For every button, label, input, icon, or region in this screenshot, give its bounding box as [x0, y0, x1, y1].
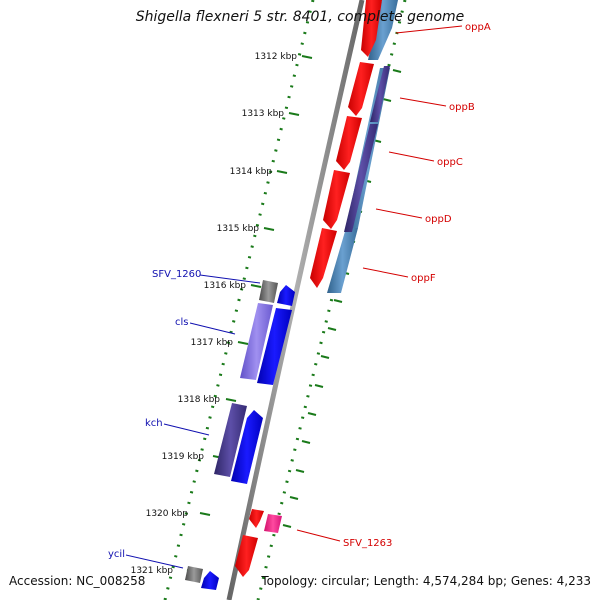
gene-label[interactable]: oppF	[411, 273, 436, 284]
tick-label: 1321 kbp	[131, 566, 174, 576]
gene-feature[interactable]	[344, 124, 378, 232]
tick-label: 1318 kbp	[178, 395, 221, 405]
gene-label[interactable]: oppC	[437, 157, 463, 168]
gene-feature[interactable]	[370, 66, 390, 122]
map-title: Shigella flexneri 5 str. 8401, complete …	[135, 9, 465, 25]
red-forward-track	[235, 0, 382, 577]
gene-oppD[interactable]	[323, 170, 350, 229]
gene-magenta[interactable]	[264, 514, 282, 533]
outer-guide-line	[256, 0, 407, 600]
tick-label: 1319 kbp	[162, 452, 205, 462]
genome-backbone	[226, 0, 365, 600]
gene-blue-bottom[interactable]	[201, 571, 219, 590]
gene-label[interactable]: oppB	[449, 102, 475, 113]
genome-summary-text: Topology: circular; Length: 4,574,284 bp…	[261, 574, 591, 588]
gene-oppB[interactable]	[348, 62, 374, 116]
gene-oppC[interactable]	[336, 116, 362, 170]
gene-feature[interactable]	[327, 228, 358, 293]
gene-label[interactable]: kch	[145, 418, 163, 429]
tick-label: 1314 kbp	[230, 167, 273, 177]
gene-label[interactable]: SFV_1263	[343, 538, 392, 549]
inner-genes	[185, 280, 295, 590]
tick-label: 1316 kbp	[204, 281, 247, 291]
gene-SFV_1260[interactable]	[259, 280, 278, 303]
gene-blue-lower[interactable]	[231, 410, 263, 484]
label-leaders	[125, 25, 463, 569]
kbp-tick-labels: 1312 kbp 1313 kbp 1314 kbp 1315 kbp 1316…	[131, 52, 298, 576]
gene-ycil[interactable]	[185, 566, 203, 583]
gene-SFV_1263[interactable]	[249, 509, 264, 528]
tick-label: 1317 kbp	[191, 338, 234, 348]
gene-label[interactable]: cls	[175, 317, 189, 328]
gene-cls[interactable]	[240, 303, 273, 380]
tick-label: 1315 kbp	[217, 224, 260, 234]
gene-label[interactable]: ycil	[108, 549, 125, 560]
inner-guide-line	[163, 0, 315, 600]
gene-blue-upper-head[interactable]	[277, 285, 295, 306]
gene-oppF[interactable]	[310, 228, 337, 288]
gene-labels: oppA oppB oppC oppD oppF SFV_1263 SFV_12…	[108, 22, 491, 560]
purple-track	[344, 66, 390, 232]
accession-text: Accession: NC_008258	[9, 574, 146, 588]
gene-label[interactable]: oppD	[425, 214, 452, 225]
gene-oppA[interactable]	[361, 0, 382, 57]
gene-kch[interactable]	[214, 403, 247, 477]
gene-red-lower[interactable]	[235, 535, 258, 577]
gene-label[interactable]: SFV_1260	[152, 269, 201, 280]
tick-label: 1313 kbp	[242, 109, 285, 119]
gene-feature[interactable]	[368, 0, 398, 60]
tick-label: 1312 kbp	[255, 52, 298, 62]
tick-label: 1320 kbp	[146, 509, 189, 519]
gene-label[interactable]: oppA	[465, 22, 491, 33]
gene-blue-upper[interactable]	[257, 308, 292, 385]
